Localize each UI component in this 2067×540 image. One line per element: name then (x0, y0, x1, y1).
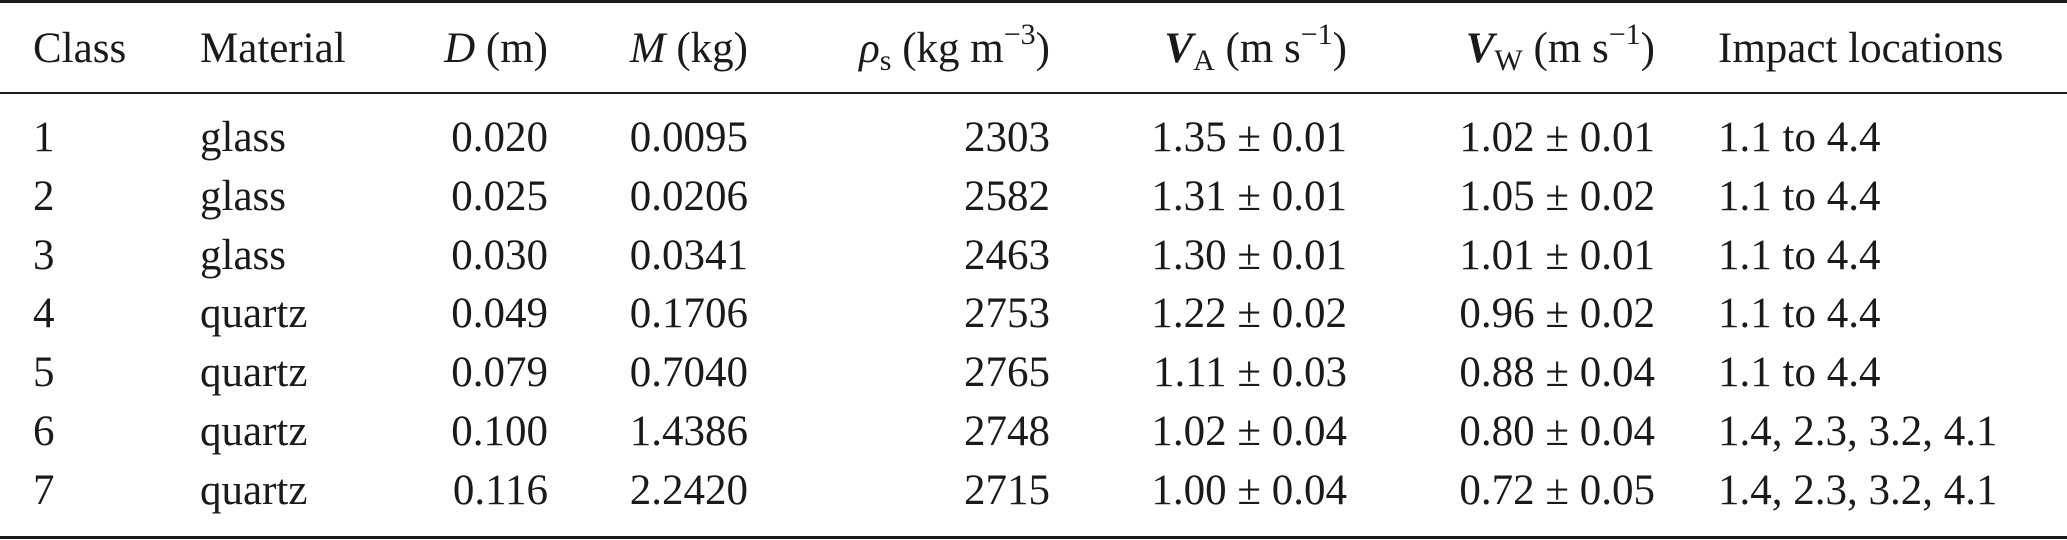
header-va-symbol: V (1164, 25, 1194, 72)
cell-diameter: 0.030 (451, 232, 548, 279)
header-density-close: ) (1035, 25, 1050, 72)
header-vw-symbol: V (1465, 25, 1495, 72)
cell-material: glass (200, 232, 286, 279)
cell-velocity-air: 1.31 ± 0.01 (1151, 173, 1347, 220)
cell-velocity-water: 0.72 ± 0.05 (1459, 467, 1655, 514)
cell-velocity-air: 1.35 ± 0.01 (1151, 114, 1347, 161)
header-class: Class (33, 25, 127, 72)
cell-mass: 0.0095 (629, 114, 748, 161)
cell-mass: 0.0206 (629, 173, 748, 220)
cell-impact: 1.1 to 4.4 (1718, 290, 1881, 337)
cell-diameter: 0.116 (452, 467, 548, 514)
header-vw-subscript: W (1494, 44, 1523, 77)
cell-diameter: 0.020 (451, 114, 548, 161)
cell-material: quartz (200, 290, 308, 337)
cell-velocity-water: 1.02 ± 0.01 (1459, 114, 1655, 161)
cell-velocity-air: 1.11 ± 0.03 (1152, 349, 1347, 396)
header-diameter: D (m) (444, 24, 548, 74)
cell-density: 2582 (964, 173, 1050, 220)
header-va-exponent: −1 (1300, 18, 1333, 51)
cell-class: 7 (33, 467, 55, 514)
cell-velocity-air: 1.00 ± 0.04 (1151, 467, 1347, 514)
header-velocity-air: VA (m s−1) (1164, 20, 1347, 77)
cell-velocity-water: 0.96 ± 0.02 (1459, 290, 1655, 337)
header-diameter-symbol: D (444, 25, 476, 72)
cell-diameter: 0.049 (451, 290, 548, 337)
header-mass: M (kg) (630, 24, 748, 74)
cell-mass: 0.1706 (629, 290, 748, 337)
table-bottom-rule (0, 536, 2067, 539)
header-vw-unit: (m s (1533, 25, 1609, 72)
table-top-rule (0, 0, 2067, 3)
cell-class: 1 (33, 114, 55, 161)
cell-diameter: 0.025 (451, 173, 548, 220)
cell-class: 6 (33, 408, 55, 455)
header-va-close: ) (1332, 25, 1347, 72)
cell-class: 5 (33, 349, 55, 396)
cell-material: glass (200, 114, 286, 161)
cell-class: 3 (33, 232, 55, 279)
cell-velocity-air: 1.30 ± 0.01 (1151, 232, 1347, 279)
cell-impact: 1.1 to 4.4 (1718, 349, 1881, 396)
cell-diameter: 0.100 (451, 408, 548, 455)
cell-material: quartz (200, 349, 308, 396)
cell-material: glass (200, 173, 286, 220)
cell-mass: 2.2420 (629, 467, 748, 514)
cell-velocity-water: 0.80 ± 0.04 (1459, 408, 1655, 455)
cell-density: 2765 (964, 349, 1050, 396)
cell-density: 2753 (964, 290, 1050, 337)
cell-impact: 1.4, 2.3, 3.2, 4.1 (1718, 467, 1998, 514)
header-impact: Impact locations (1718, 25, 2004, 72)
cell-material: quartz (200, 408, 308, 455)
header-mass-unit: (kg) (676, 25, 748, 72)
cell-impact: 1.1 to 4.4 (1718, 114, 1881, 161)
header-va-unit: (m s (1225, 25, 1301, 72)
cell-velocity-air: 1.22 ± 0.02 (1151, 290, 1347, 337)
header-density-unit: (kg m (902, 25, 1004, 72)
cell-class: 2 (33, 173, 55, 220)
header-vw-exponent: −1 (1608, 18, 1641, 51)
cell-material: quartz (200, 467, 308, 514)
cell-impact: 1.4, 2.3, 3.2, 4.1 (1718, 408, 1998, 455)
cell-mass: 1.4386 (629, 408, 748, 455)
header-density-subscript: s (879, 44, 892, 77)
header-mass-symbol: M (629, 25, 666, 72)
cell-mass: 0.0341 (629, 232, 748, 279)
header-diameter-unit: (m) (485, 25, 548, 72)
cell-velocity-water: 1.05 ± 0.02 (1459, 173, 1655, 220)
cell-density: 2463 (964, 232, 1050, 279)
cell-diameter: 0.079 (451, 349, 548, 396)
cell-velocity-water: 1.01 ± 0.01 (1459, 232, 1655, 279)
cell-density: 2748 (964, 408, 1050, 455)
cell-impact: 1.1 to 4.4 (1718, 232, 1881, 279)
header-density-exponent: −3 (1003, 18, 1036, 51)
header-va-subscript: A (1193, 44, 1215, 77)
cell-density: 2715 (964, 467, 1050, 514)
header-velocity-water: VW (m s−1) (1465, 20, 1655, 77)
header-material: Material (200, 25, 346, 72)
header-vw-close: ) (1640, 25, 1655, 72)
cell-velocity-air: 1.02 ± 0.04 (1151, 408, 1347, 455)
cell-mass: 0.7040 (629, 349, 748, 396)
header-density-symbol: ρ (859, 25, 880, 72)
cell-impact: 1.1 to 4.4 (1718, 173, 1881, 220)
cell-class: 4 (33, 290, 55, 337)
table-header-rule (0, 92, 2067, 94)
cell-density: 2303 (964, 114, 1050, 161)
cell-velocity-water: 0.88 ± 0.04 (1459, 349, 1655, 396)
header-density: ρs (kg m−3) (859, 20, 1050, 77)
